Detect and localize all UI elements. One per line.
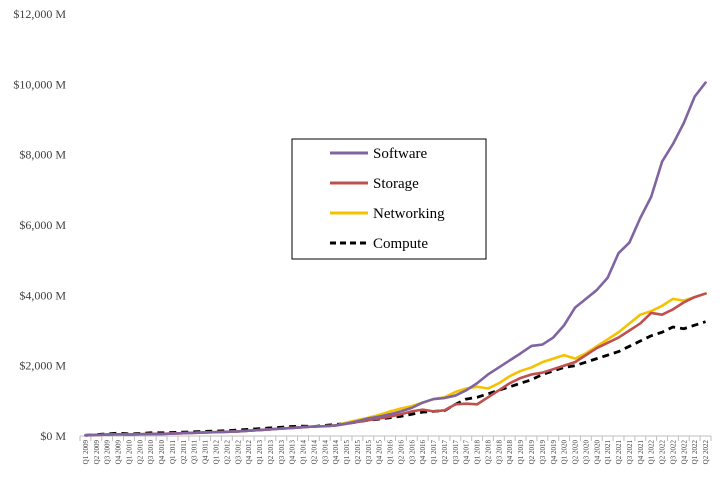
x-tick-label: Q4 2010 <box>158 440 166 465</box>
x-tick-label: Q2 2012 <box>223 440 231 465</box>
y-tick-label: $12,000 M <box>13 7 66 21</box>
x-tick-label: Q1 2009 <box>82 440 90 465</box>
x-tick-label: Q4 2014 <box>332 440 340 465</box>
x-tick-label: Q1 2012 <box>212 440 220 465</box>
x-tick-label: Q2 2022 <box>702 440 710 465</box>
x-tick-label: Q4 2012 <box>245 440 253 465</box>
x-tick-label: Q3 2018 <box>495 440 503 465</box>
x-tick-label: Q2 2022 <box>659 440 667 465</box>
legend-label-software: Software <box>373 146 427 162</box>
x-tick-label: Q1 2016 <box>387 440 395 465</box>
x-tick-label: Q2 2010 <box>136 440 144 465</box>
x-tick-label: Q3 2015 <box>365 440 373 465</box>
x-tick-label: Q3 2014 <box>321 440 329 465</box>
x-tick-label: Q3 2019 <box>539 440 547 465</box>
x-tick-label: Q1 2022 <box>691 440 699 465</box>
x-tick-label: Q3 2016 <box>408 440 416 465</box>
legend-label-compute: Compute <box>373 236 428 252</box>
x-tick-label: Q1 2014 <box>300 440 308 465</box>
x-tick-label: Q1 2019 <box>517 440 525 465</box>
x-tick-label: Q1 2015 <box>343 440 351 465</box>
x-tick-label: Q2 2021 <box>615 440 623 465</box>
x-axis: Q1 2009 Q2 2009 Q3 2009 Q4 2009 Q1 2010 Q2 20… <box>79 435 712 465</box>
x-tick-label: Q3 2021 <box>626 440 634 465</box>
legend-box <box>291 138 487 260</box>
x-tick-label: Q4 2020 <box>593 440 601 465</box>
y-tick-label: $6,000 M <box>19 218 66 232</box>
series-line-software <box>84 81 707 437</box>
x-tick-label: Q3 2017 <box>452 440 460 465</box>
y-tick-label: $8,000 M <box>19 148 66 162</box>
x-tick-label: Q3 2013 <box>278 440 286 465</box>
x-tick-label: Q4 2013 <box>289 440 297 465</box>
x-tick-label: Q1 2022 <box>648 440 656 465</box>
x-tick-label: Q1 2013 <box>256 440 264 465</box>
x-tick-label: Q4 2019 <box>550 440 558 465</box>
y-tick-label: $2,000 M <box>19 359 66 373</box>
x-tick-label: Q3 2009 <box>104 440 112 465</box>
x-tick-label: Q4 2021 <box>637 440 645 465</box>
x-tick-label: Q2 2017 <box>441 440 449 465</box>
x-tick-label: Q4 2022 <box>680 440 688 465</box>
x-tick-label: Q3 2012 <box>234 440 242 465</box>
y-axis: $0 M $2,000 M $4,000 M $6,000 M $8,000 M $10,… <box>13 7 66 443</box>
x-tick-label: Q1 2011 <box>169 440 177 465</box>
x-tick-label: Q4 2009 <box>115 440 123 465</box>
x-tick-label: Q1 2021 <box>604 440 612 465</box>
x-tick-label: Q4 2017 <box>463 440 471 465</box>
x-tick-label: Q2 2013 <box>267 440 275 465</box>
x-tick-label: Q3 2022 <box>669 440 677 465</box>
x-tick-label: Q2 2009 <box>93 440 101 465</box>
x-tick-label: Q1 2010 <box>125 440 133 465</box>
legend-label-networking: Networking <box>373 206 445 222</box>
x-tick-label: Q2 2016 <box>397 440 405 465</box>
x-tick-label: Q4 2018 <box>506 440 514 465</box>
x-tick-label: Q2 2018 <box>484 440 492 465</box>
x-tick-label: Q4 2016 <box>419 440 427 465</box>
x-tick-label: Q2 2019 <box>528 440 536 465</box>
x-tick-label: Q3 2020 <box>582 440 590 465</box>
y-tick-label: $0 M <box>40 429 66 443</box>
series-line-compute <box>85 320 706 437</box>
legend: Software Storage Networking Compute <box>291 138 487 260</box>
x-tick-label: Q1 2020 <box>561 440 569 465</box>
x-tick-label: Q1 2018 <box>474 440 482 465</box>
x-tick-label: Q4 2015 <box>376 440 384 465</box>
x-tick-label: Q2 2015 <box>354 440 362 465</box>
legend-label-storage: Storage <box>373 176 419 192</box>
x-tick-label: Q1 2017 <box>430 440 438 465</box>
x-tick-label: Q4 2011 <box>202 440 210 465</box>
x-tick-label: Q2 2020 <box>572 440 580 465</box>
y-tick-label: $10,000 M <box>13 77 66 91</box>
x-tick-label: Q3 2010 <box>147 440 155 465</box>
x-tick-label: Q3 2011 <box>191 440 199 465</box>
y-tick-label: $4,000 M <box>19 288 66 302</box>
x-tick-label: Q2 2014 <box>310 440 318 465</box>
series-lines <box>84 81 707 437</box>
x-tick-label: Q2 2011 <box>180 440 188 465</box>
